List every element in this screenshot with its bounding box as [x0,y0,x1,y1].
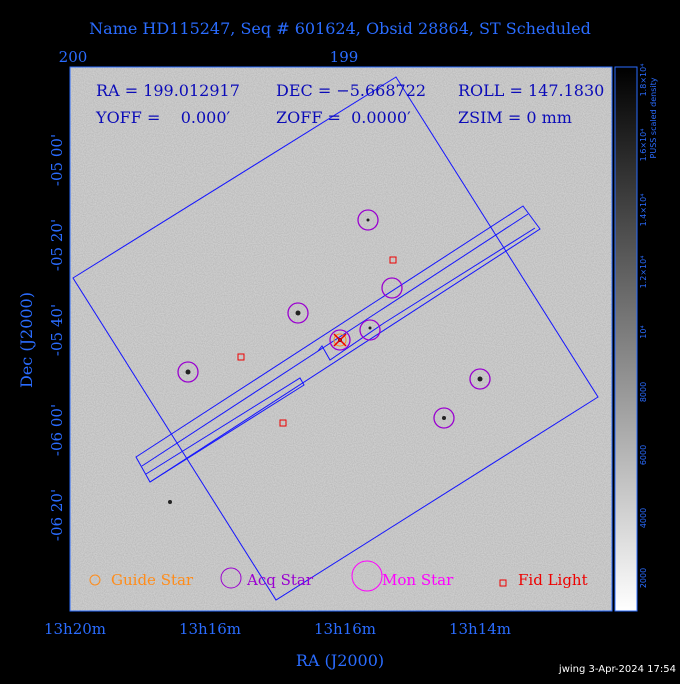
info: YOFF = 0.000′ [95,108,231,127]
legend-icon [499,579,507,587]
colorbar-label: 1.2×10⁴ [639,256,648,289]
info: RA = 199.012917 [96,81,240,100]
fid-lights [237,256,397,427]
colorbar-label: 6000 [639,445,648,465]
colorbar [614,66,638,612]
legend-icon [220,567,242,589]
info: ZOFF = 0.0000′ [276,108,411,127]
left-tick: -05 20' [48,219,66,271]
guide-star [333,333,347,347]
info: ROLL = 147.1830 [458,81,604,100]
frame [69,66,613,612]
bottom-tick: 13h14m [449,620,511,638]
legend-icon [89,574,101,586]
info: DEC = −5.668722 [276,81,426,100]
left-tick: -05 40' [48,304,66,356]
y-label: Dec (J2000) [17,292,36,388]
legend-label: Mon Star [382,571,454,589]
colorbar-label: 10⁴ [639,325,648,338]
legend-icon [351,560,383,592]
info: ZSIM = 0 mm [458,108,572,127]
title: Name HD115247, Seq # 601624, Obsid 28864… [89,19,591,38]
colorbar-label: 1.8×10⁴ [639,64,648,97]
x-label: RA (J2000) [296,651,384,670]
legend-label: Guide Star [111,571,194,589]
legend-label: Fid Light [518,571,588,589]
left-tick: -06 00' [48,404,66,456]
stars [168,218,483,504]
top-tick: 200 [59,48,88,66]
footer: jwing 3-Apr-2024 17:54 [558,664,676,675]
bottom-tick: 13h16m [314,620,376,638]
bottom-tick: 13h20m [44,620,106,638]
colorbar-label: 2000 [639,568,648,588]
colorbar-label: 1.4×10⁴ [639,194,648,227]
colorbar-title: PUSS scaled density [649,77,658,158]
colorbar-label: 4000 [639,508,648,528]
top-tick: 199 [330,48,359,66]
colorbar-label: 1.6×10⁴ [639,129,648,162]
colorbar-label: 8000 [639,382,648,402]
target [333,333,347,347]
fov [72,76,599,601]
legend-label: Acq Star [246,571,314,589]
acq-stars [177,209,491,429]
bottom-tick: 13h16m [179,620,241,638]
left-tick: -05 00' [48,134,66,186]
left-tick: -06 20' [48,489,66,541]
